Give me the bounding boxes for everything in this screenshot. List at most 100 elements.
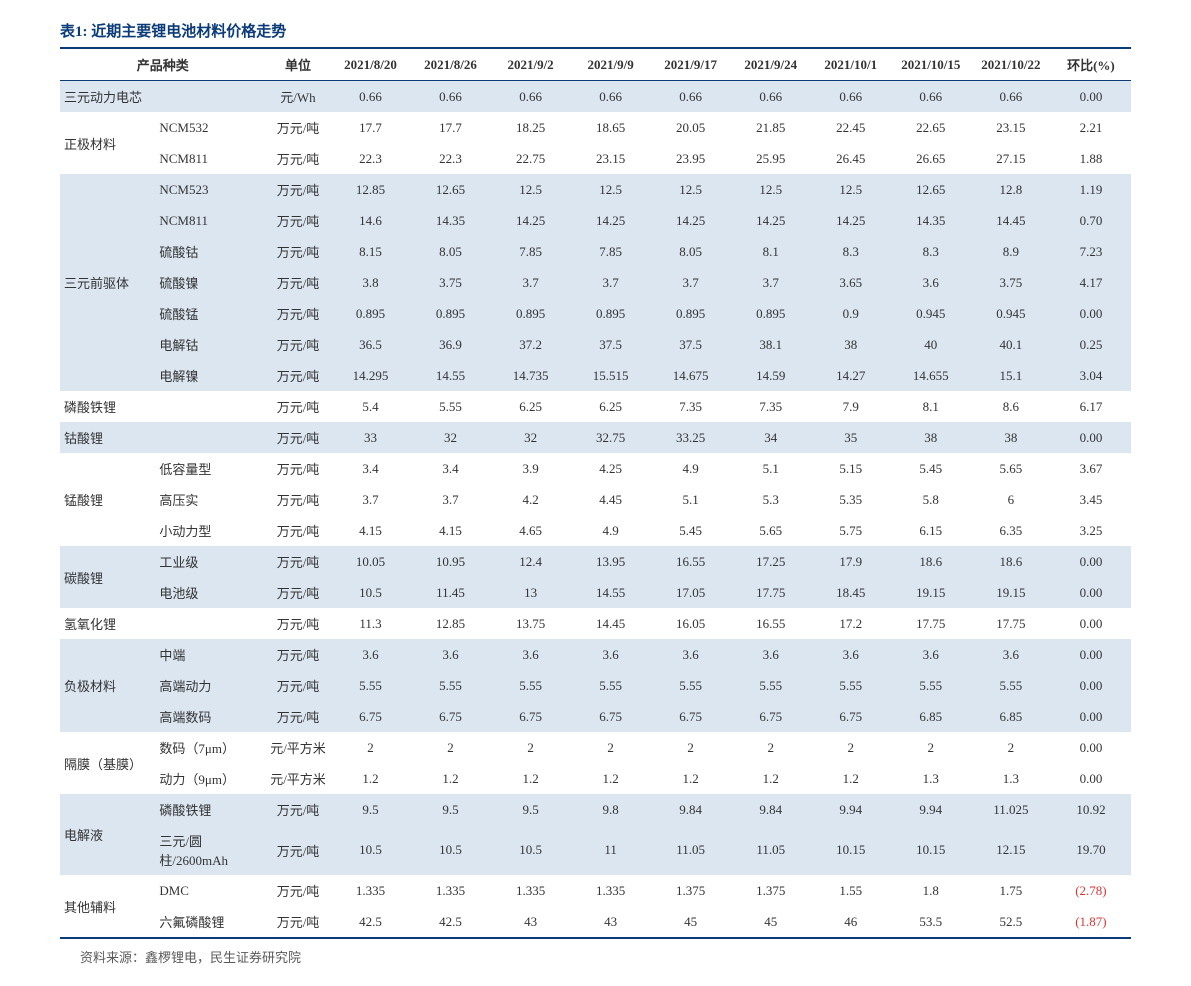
cell-value: 37.5 xyxy=(651,329,731,360)
cell-value: 38 xyxy=(811,329,891,360)
cell-value: 0.895 xyxy=(411,298,491,329)
cell-mom: 3.67 xyxy=(1051,453,1131,484)
cell-value: 17.75 xyxy=(891,608,971,639)
cell-subcategory: 工业级 xyxy=(157,546,265,577)
cell-value: 34 xyxy=(731,422,811,453)
cell-value: 1.2 xyxy=(491,763,571,794)
cell-value: 7.85 xyxy=(491,236,571,267)
cell-value: 14.35 xyxy=(411,205,491,236)
cell-value: 43 xyxy=(571,906,651,937)
cell-unit: 万元/吨 xyxy=(266,360,331,391)
cell-value: 14.675 xyxy=(651,360,731,391)
cell-value: 40.1 xyxy=(971,329,1051,360)
cell-value: 40 xyxy=(891,329,971,360)
cell-value: 0.9 xyxy=(811,298,891,329)
cell-value: 3.7 xyxy=(571,267,651,298)
cell-value: 13.75 xyxy=(491,608,571,639)
cell-value: 12.5 xyxy=(811,174,891,205)
cell-value: 6.75 xyxy=(731,701,811,732)
cell-value: 3.7 xyxy=(411,484,491,515)
cell-value: 0.945 xyxy=(891,298,971,329)
cell-value: 12.5 xyxy=(491,174,571,205)
source-line: 资料来源：鑫椤锂电，民生证券研究院 xyxy=(60,937,1131,966)
cell-value: 1.2 xyxy=(731,763,811,794)
table-row: 三元/圆柱/2600mAh万元/吨10.510.510.51111.0511.0… xyxy=(60,825,1131,875)
cell-value: 9.8 xyxy=(571,794,651,825)
cell-value: 0.66 xyxy=(571,81,651,113)
cell-value: 2 xyxy=(731,732,811,763)
cell-value: 1.335 xyxy=(411,875,491,906)
cell-value: 1.3 xyxy=(891,763,971,794)
cell-value: 5.55 xyxy=(651,670,731,701)
cell-value: 3.75 xyxy=(411,267,491,298)
table-row: 锰酸锂低容量型万元/吨3.43.43.94.254.95.15.155.455.… xyxy=(60,453,1131,484)
cell-value: 8.15 xyxy=(330,236,410,267)
cell-value: 6.15 xyxy=(891,515,971,546)
table-row: NCM811万元/吨22.322.322.7523.1523.9525.9526… xyxy=(60,143,1131,174)
cell-subcategory: 磷酸铁锂 xyxy=(157,794,265,825)
cell-unit: 万元/吨 xyxy=(266,298,331,329)
col-date: 2021/10/1 xyxy=(811,48,891,81)
cell-subcategory xyxy=(157,422,265,453)
cell-value: 16.55 xyxy=(731,608,811,639)
cell-value: 14.735 xyxy=(491,360,571,391)
col-mom: 环比(%) xyxy=(1051,48,1131,81)
cell-value: 5.55 xyxy=(731,670,811,701)
cell-value: 3.6 xyxy=(891,267,971,298)
cell-value: 1.8 xyxy=(891,875,971,906)
cell-mom: 3.04 xyxy=(1051,360,1131,391)
cell-value: 7.35 xyxy=(731,391,811,422)
table-title: 表1: 近期主要锂电池材料价格走势 xyxy=(60,20,1131,41)
cell-mom: (2.78) xyxy=(1051,875,1131,906)
cell-value: 22.3 xyxy=(411,143,491,174)
cell-value: 0.66 xyxy=(411,81,491,113)
cell-value: 22.65 xyxy=(891,112,971,143)
cell-category: 锰酸锂 xyxy=(60,453,157,546)
cell-value: 1.335 xyxy=(491,875,571,906)
cell-value: 14.35 xyxy=(891,205,971,236)
cell-value: 3.75 xyxy=(971,267,1051,298)
cell-value: 6.85 xyxy=(891,701,971,732)
cell-subcategory: NCM523 xyxy=(157,174,265,205)
cell-value: 6.25 xyxy=(491,391,571,422)
cell-value: 1.2 xyxy=(330,763,410,794)
cell-category: 碳酸锂 xyxy=(60,546,157,608)
cell-value: 9.5 xyxy=(491,794,571,825)
cell-value: 5.55 xyxy=(491,670,571,701)
cell-mom: 3.45 xyxy=(1051,484,1131,515)
cell-value: 4.15 xyxy=(330,515,410,546)
cell-value: 11.05 xyxy=(651,825,731,875)
cell-value: 3.4 xyxy=(411,453,491,484)
cell-value: 1.2 xyxy=(411,763,491,794)
table-body: 三元动力电芯元/Wh0.660.660.660.660.660.660.660.… xyxy=(60,81,1131,938)
cell-value: 22.3 xyxy=(330,143,410,174)
table-row: 电解镍万元/吨14.29514.5514.73515.51514.67514.5… xyxy=(60,360,1131,391)
cell-value: 2 xyxy=(651,732,731,763)
cell-value: 17.75 xyxy=(731,577,811,608)
cell-mom: 0.00 xyxy=(1051,763,1131,794)
cell-value: 17.2 xyxy=(811,608,891,639)
col-date: 2021/9/9 xyxy=(571,48,651,81)
table-row: 正极材料NCM532万元/吨17.717.718.2518.6520.0521.… xyxy=(60,112,1131,143)
col-unit: 单位 xyxy=(266,48,331,81)
cell-subcategory: 动力（9μm） xyxy=(157,763,265,794)
cell-value: 9.84 xyxy=(731,794,811,825)
cell-value: 14.59 xyxy=(731,360,811,391)
cell-value: 12.5 xyxy=(571,174,651,205)
cell-value: 11.3 xyxy=(330,608,410,639)
cell-value: 5.8 xyxy=(891,484,971,515)
cell-value: 9.5 xyxy=(411,794,491,825)
cell-subcategory: NCM532 xyxy=(157,112,265,143)
cell-value: 36.5 xyxy=(330,329,410,360)
cell-value: 0.66 xyxy=(811,81,891,113)
cell-value: 11 xyxy=(571,825,651,875)
table-row: 电解钴万元/吨36.536.937.237.537.538.1384040.10… xyxy=(60,329,1131,360)
cell-value: 6.75 xyxy=(811,701,891,732)
cell-value: 3.6 xyxy=(891,639,971,670)
cell-mom: 2.21 xyxy=(1051,112,1131,143)
cell-value: 5.75 xyxy=(811,515,891,546)
table-row: 其他辅料DMC万元/吨1.3351.3351.3351.3351.3751.37… xyxy=(60,875,1131,906)
cell-value: 1.75 xyxy=(971,875,1051,906)
cell-value: 10.15 xyxy=(891,825,971,875)
cell-value: 6.75 xyxy=(411,701,491,732)
